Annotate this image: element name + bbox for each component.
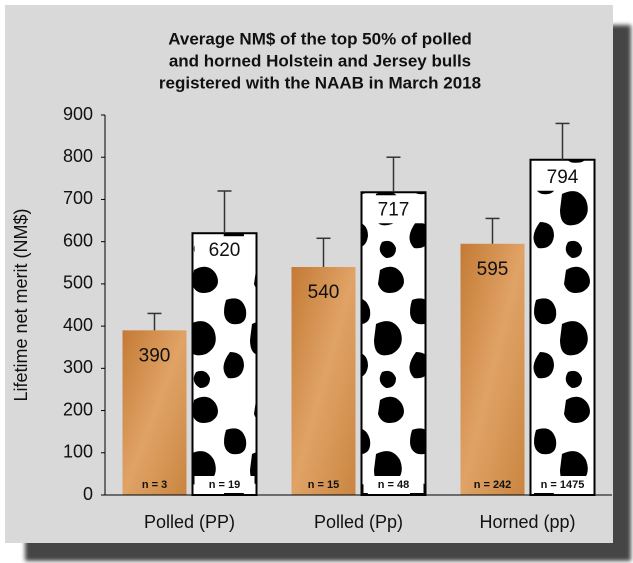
bar — [461, 244, 525, 495]
sample-label: n = 19 — [209, 479, 241, 491]
y-tick-label: 200 — [63, 399, 93, 419]
y-tick-label: 0 — [83, 484, 93, 504]
data-label: 794 — [547, 167, 579, 188]
y-tick-label: 600 — [63, 230, 93, 250]
data-label: 595 — [477, 259, 509, 280]
bar — [362, 192, 426, 495]
y-axis-label: Lifetime net merit (NM$) — [11, 208, 31, 401]
chart-title: and horned Holstein and Jersey bulls — [169, 51, 471, 70]
sample-label: n = 242 — [474, 479, 512, 491]
data-label: 620 — [209, 240, 241, 261]
x-tick-label: Polled (Pp) — [314, 512, 403, 532]
sample-label: n = 15 — [308, 479, 340, 491]
y-tick-label: 700 — [63, 188, 93, 208]
data-label: 540 — [308, 282, 340, 303]
y-tick-label: 800 — [63, 146, 93, 166]
sample-label: n = 3 — [142, 479, 167, 491]
y-tick-label: 400 — [63, 315, 93, 335]
sample-label: n = 48 — [378, 479, 410, 491]
x-tick-label: Polled (PP) — [144, 512, 235, 532]
bar — [531, 160, 595, 495]
data-label: 390 — [139, 345, 171, 366]
x-tick-label: Horned (pp) — [479, 512, 575, 532]
bar — [193, 233, 257, 495]
y-tick-label: 900 — [63, 104, 93, 124]
sample-label: n = 1475 — [541, 479, 585, 491]
y-tick-label: 100 — [63, 442, 93, 462]
chart-title: Average NM$ of the top 50% of polled — [168, 29, 472, 48]
y-tick-label: 500 — [63, 273, 93, 293]
data-label: 717 — [378, 199, 410, 220]
chart-title: registered with the NAAB in March 2018 — [159, 73, 481, 92]
chart: Average NM$ of the top 50% of polled and… — [0, 0, 633, 563]
y-tick-label: 300 — [63, 357, 93, 377]
